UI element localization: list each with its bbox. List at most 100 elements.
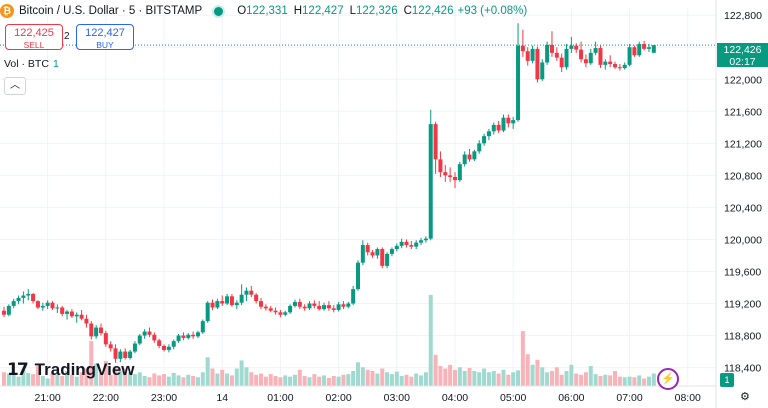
volume-legend[interactable]: Vol · BTC 1 xyxy=(4,58,59,70)
volume-bar xyxy=(108,374,113,386)
volume-bar xyxy=(89,341,94,386)
volume-bar xyxy=(346,374,351,386)
x-tick-label: 06:00 xyxy=(558,392,584,404)
candle-body xyxy=(103,333,108,345)
volume-bar xyxy=(103,361,108,386)
volume-bar xyxy=(389,374,394,386)
volume-bar xyxy=(520,331,525,386)
volume-bar xyxy=(370,371,375,386)
candle-body xyxy=(588,52,593,64)
volume-bar xyxy=(118,371,123,386)
symbol-title[interactable]: Bitcoin / U.S. Dollar · 5 · BITSTAMP xyxy=(19,5,203,17)
candle-body xyxy=(443,172,448,176)
volume-bar xyxy=(646,376,651,386)
candle-body xyxy=(351,289,356,304)
x-tick-label: 21:00 xyxy=(35,392,61,404)
volume-bar xyxy=(356,362,360,386)
volume-bar xyxy=(467,367,472,386)
volume-bar xyxy=(540,367,545,386)
candle-body xyxy=(360,245,365,263)
candle-body xyxy=(234,302,239,306)
y-tick-label: 118,800 xyxy=(724,331,761,343)
volume-bar xyxy=(215,373,220,386)
candle-body xyxy=(574,45,579,50)
volume-bar xyxy=(574,373,579,386)
candle-body xyxy=(516,45,521,121)
volume-bar xyxy=(152,373,157,386)
volume-bar xyxy=(205,357,210,386)
candle-body xyxy=(549,44,554,53)
volume-bar xyxy=(84,368,89,386)
y-tick-label: 122,000 xyxy=(724,74,762,86)
candle-body xyxy=(462,154,467,165)
volume-bar xyxy=(516,370,521,386)
candle-body xyxy=(118,351,123,359)
change-value: +93 (+0.08%) xyxy=(457,5,528,17)
volume-bar xyxy=(113,367,118,386)
volume-bar xyxy=(511,372,516,386)
candle-body xyxy=(399,241,404,246)
sell-label: SELL xyxy=(23,40,45,50)
y-axis: 118,400 118,800 119,200 119,600 120,000 120,4… xyxy=(715,0,762,408)
candle-body xyxy=(132,343,137,352)
gear-icon[interactable]: ⚙ xyxy=(740,391,750,403)
volume-bar xyxy=(651,373,656,386)
tradingview-logo[interactable]: 17 TradingView xyxy=(7,360,135,380)
candle-body xyxy=(89,323,94,337)
candle-body xyxy=(380,249,385,266)
candle-body xyxy=(283,312,288,315)
volume-bar xyxy=(452,369,457,386)
chevron-up-icon[interactable]: ︿ xyxy=(4,77,26,95)
candle-body xyxy=(191,334,196,337)
open-value: 122,331 xyxy=(246,5,288,17)
candle-body xyxy=(244,290,249,295)
candle-body xyxy=(583,59,588,64)
candle-body xyxy=(239,294,244,303)
volume-bar xyxy=(195,377,200,386)
volume-bars xyxy=(2,294,656,386)
market-status-icon xyxy=(214,6,224,16)
candle-body xyxy=(69,311,74,317)
candle-body xyxy=(608,61,613,65)
volume-bar xyxy=(45,378,50,386)
volume-bar xyxy=(569,364,574,386)
candle-body xyxy=(263,306,268,309)
open-label: O xyxy=(237,5,247,17)
candle-body xyxy=(249,290,254,295)
chart-grid xyxy=(0,8,716,386)
volume-bar xyxy=(278,377,283,386)
volume-bar xyxy=(302,376,307,386)
lightning-icon[interactable]: ⚡ xyxy=(657,368,679,390)
candle-body xyxy=(433,124,438,160)
candle-body xyxy=(564,48,569,68)
candle-body xyxy=(496,124,501,131)
candle-body xyxy=(598,48,603,65)
candle-body xyxy=(55,307,60,309)
volume-bar xyxy=(171,372,176,386)
volume-bar xyxy=(593,374,598,386)
candle-body xyxy=(123,351,128,358)
spread-value: 2 xyxy=(64,31,70,42)
candle-body xyxy=(627,47,632,65)
x-axis: 21:00 22:00 23:00 14 01:00 02:00 03:00 04:00 05:… xyxy=(0,385,716,404)
volume-bar xyxy=(438,366,443,386)
y-tick-label: 121,600 xyxy=(724,106,762,118)
volume-bar xyxy=(181,377,186,386)
x-tick-label: 04:00 xyxy=(442,392,468,404)
volume-bar xyxy=(244,367,249,386)
volume-bar xyxy=(336,376,341,386)
x-tick-label: 23:00 xyxy=(151,392,177,404)
buy-button[interactable]: 122,427 BUY xyxy=(76,24,134,50)
y-tick-label: 118,400 xyxy=(724,363,761,375)
close-label: C xyxy=(403,5,412,17)
candle-body xyxy=(220,301,225,304)
sell-button[interactable]: 122,425 SELL xyxy=(5,24,63,50)
volume-bar xyxy=(176,375,181,386)
volume-bar xyxy=(603,374,608,386)
candle-body xyxy=(370,252,375,256)
candle-body xyxy=(423,238,428,241)
candle-body xyxy=(326,305,331,309)
y-tick-label: 120,000 xyxy=(724,234,762,246)
volume-bar xyxy=(317,376,322,386)
